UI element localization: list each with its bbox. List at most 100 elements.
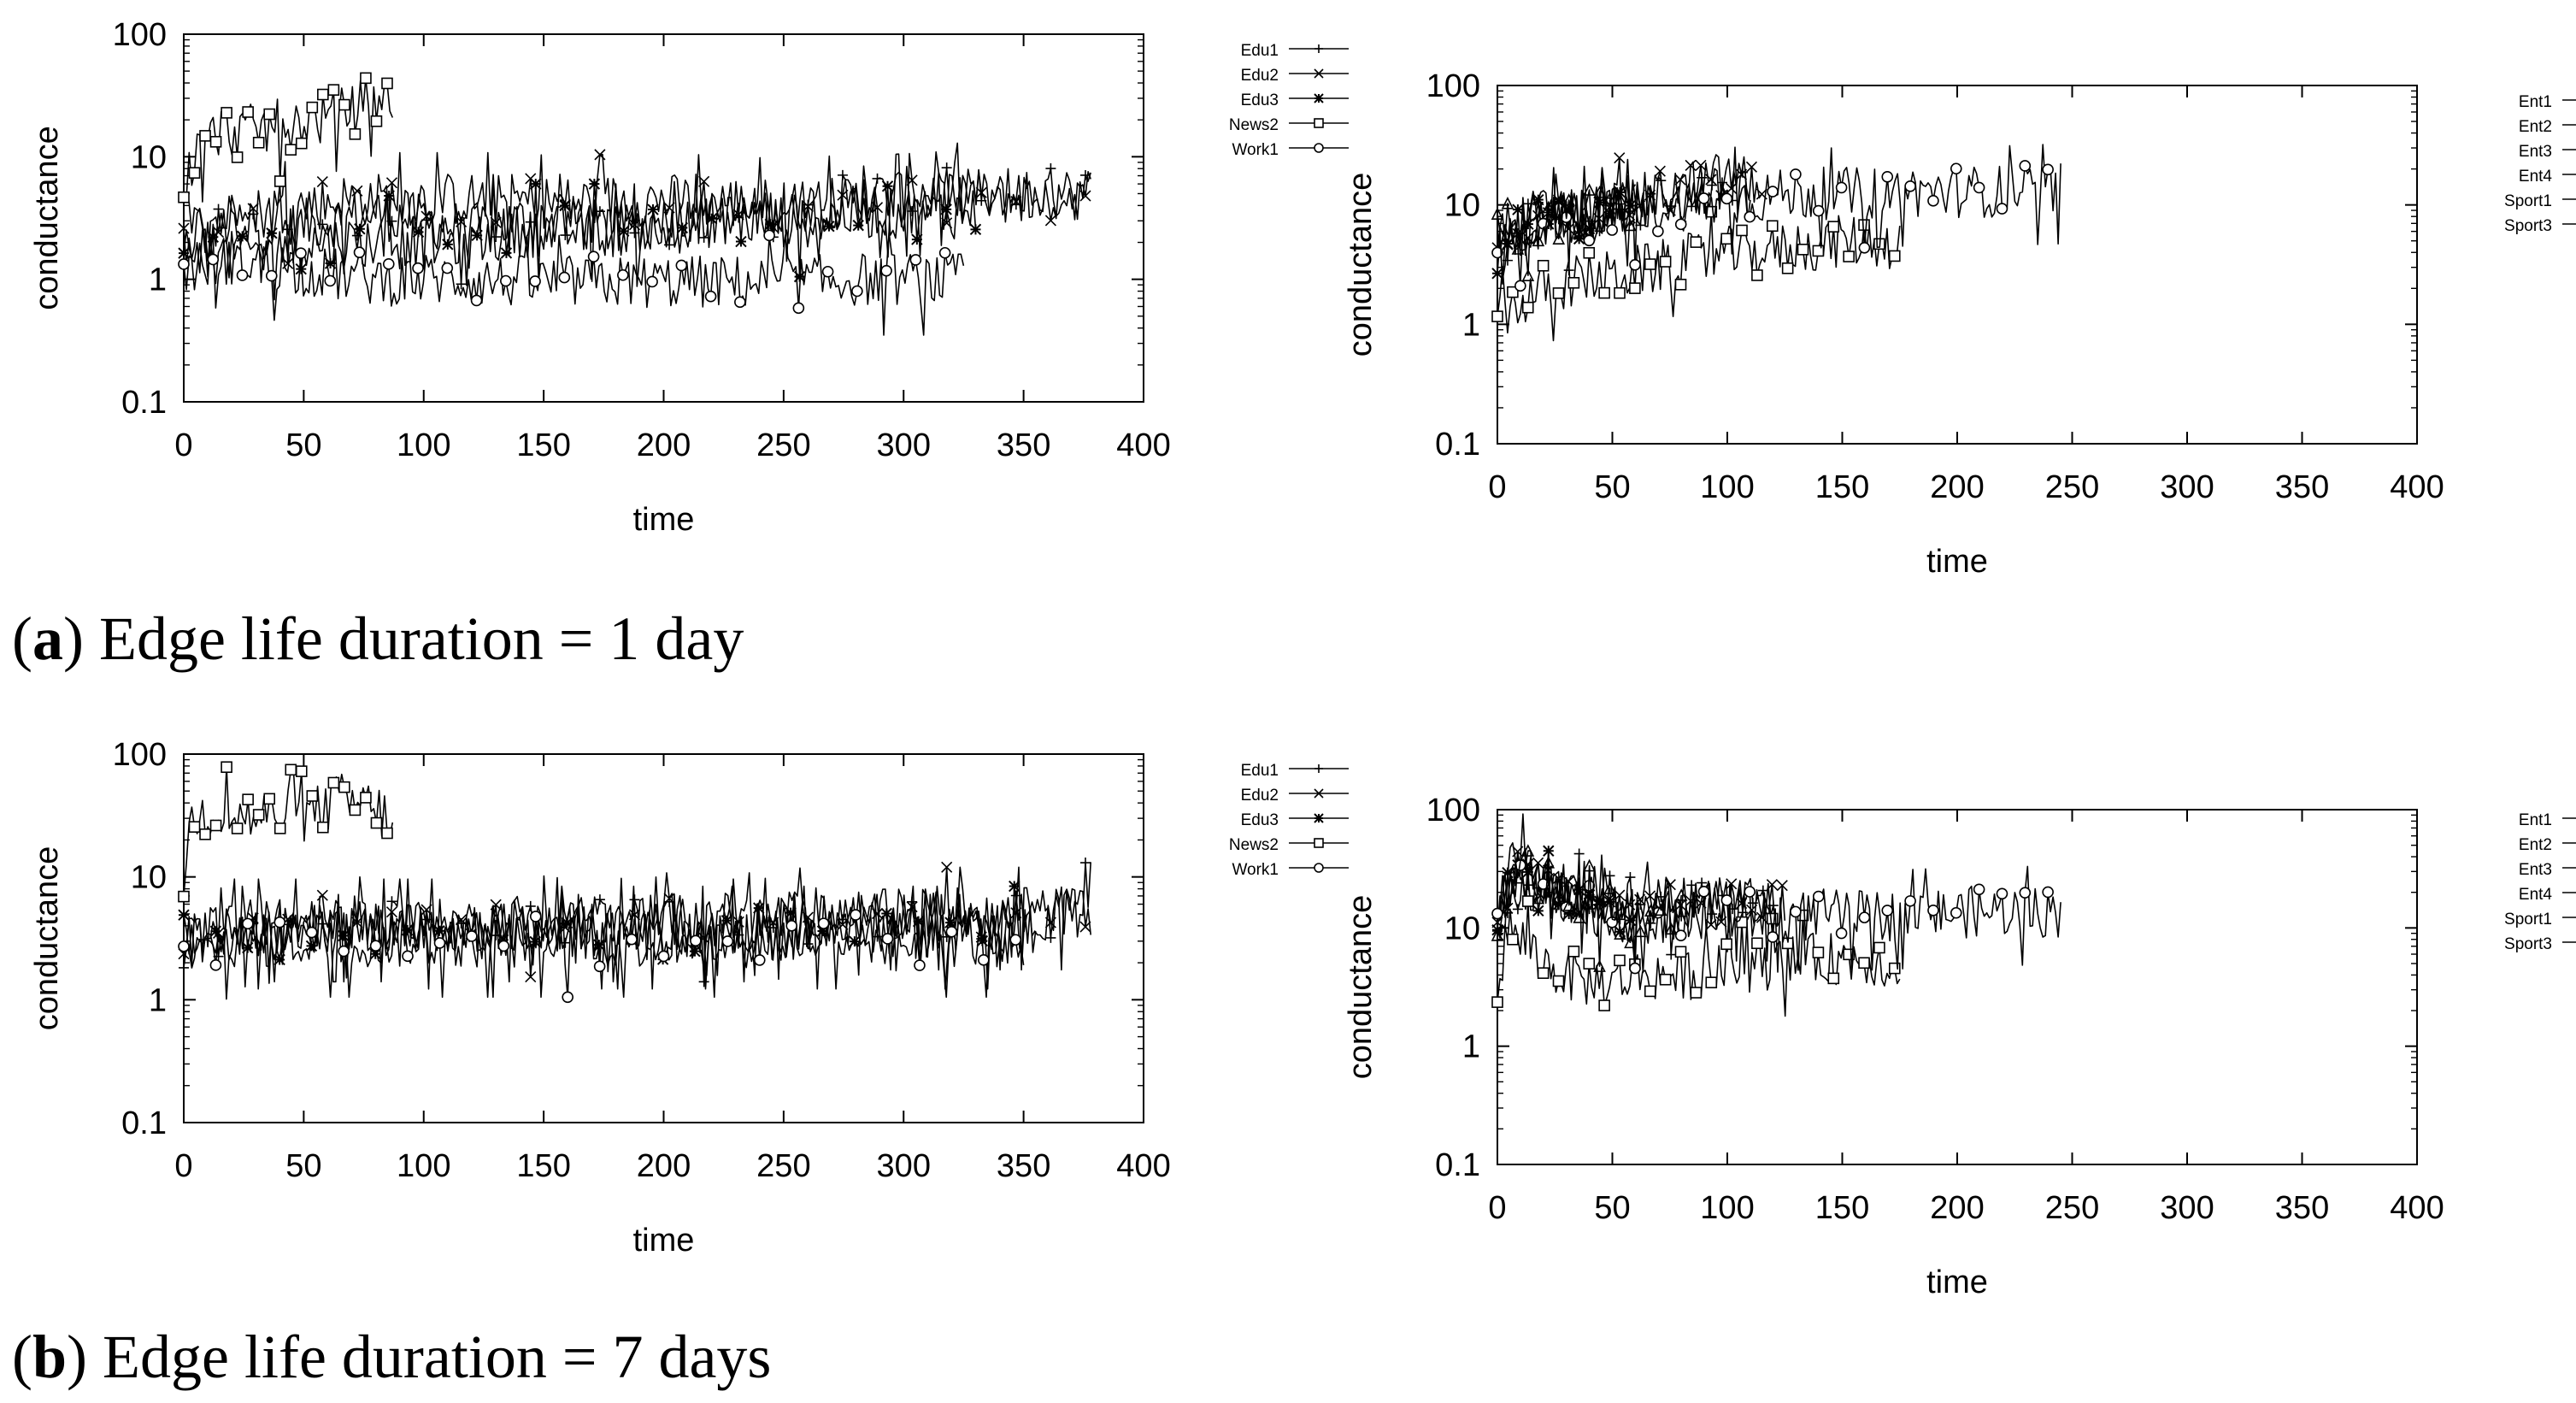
data-point (657, 950, 670, 963)
data-point (247, 203, 259, 215)
data-point (1583, 183, 1596, 196)
data-point (1659, 256, 1672, 268)
x-tick-label: 400 (1116, 427, 1170, 463)
data-point (306, 101, 319, 114)
data-point (412, 226, 425, 239)
data-point (525, 900, 536, 911)
data-point (1491, 268, 1503, 280)
data-point (252, 809, 265, 821)
data-point (1552, 975, 1565, 987)
data-point (338, 945, 350, 958)
data-point (1501, 869, 1514, 882)
data-point (1079, 190, 1091, 202)
data-point (1654, 903, 1667, 917)
legend: Ent1 Ent2 Ent3 Ent4 Sport1 Sport3 (2504, 93, 2576, 235)
data-point (295, 137, 308, 150)
data-point (263, 108, 276, 121)
x-tick-label: 50 (1594, 1190, 1630, 1226)
series-work1 (178, 229, 965, 336)
data-point (2019, 887, 2032, 899)
data-point (587, 251, 600, 262)
data-point (354, 223, 366, 235)
x-tick-label: 250 (2045, 469, 2099, 505)
x-tick-label: 50 (285, 427, 321, 463)
x-tick-label: 400 (2390, 1190, 2444, 1226)
data-point (1873, 941, 1885, 954)
legend-marker (1314, 68, 1324, 79)
caption-b-text: Edge life duration = 7 days (103, 1323, 772, 1391)
x-tick-label: 350 (2275, 1190, 2329, 1226)
data-point (1881, 171, 1894, 183)
data-point (1614, 152, 1626, 164)
data-point (1614, 192, 1626, 205)
data-point (944, 917, 956, 928)
data-point (593, 939, 605, 951)
data-point (1045, 163, 1056, 174)
data-point (912, 915, 925, 928)
data-point (1835, 927, 1848, 940)
legend-label: Edu1 (1241, 762, 1279, 780)
data-point (849, 935, 861, 947)
data-point (704, 290, 717, 303)
data-point (213, 203, 224, 215)
legend-label: Ent1 (2519, 811, 2552, 829)
data-point (1562, 899, 1575, 911)
legend-marker (1314, 764, 1323, 773)
caption-a-text: Edge life duration = 1 day (98, 604, 744, 673)
x-tick-label: 150 (516, 427, 570, 463)
data-point (338, 98, 350, 111)
data-point (1690, 236, 1703, 248)
data-point (1511, 242, 1525, 255)
data-point (802, 200, 814, 213)
data-point (209, 959, 222, 971)
data-point (1644, 985, 1656, 998)
data-point (305, 926, 318, 939)
data-point (1904, 180, 1916, 192)
x-tick-label: 150 (516, 1148, 570, 1184)
data-point (1512, 203, 1524, 215)
data-point (1644, 904, 1657, 917)
data-point (231, 822, 244, 834)
data-point (941, 162, 952, 174)
x-tick-label: 300 (2160, 1190, 2214, 1226)
data-point (628, 219, 641, 231)
data-point (763, 229, 775, 242)
data-point (178, 258, 190, 270)
data-point (560, 937, 571, 948)
data-point (1757, 885, 1768, 896)
series-edu2 (178, 149, 1091, 278)
data-point (1573, 226, 1585, 239)
data-point (273, 175, 286, 187)
data-point (1522, 218, 1534, 230)
data-point (1652, 225, 1664, 238)
caption-a-letter: a (32, 604, 63, 673)
data-point (1009, 880, 1020, 893)
data-point (316, 175, 328, 188)
data-point (1562, 908, 1575, 920)
data-point (969, 223, 982, 236)
series-line (183, 150, 1091, 278)
series-sport3 (1491, 813, 1688, 974)
legend-label: Sport1 (2504, 911, 2552, 928)
data-point (1045, 932, 1056, 943)
data-point (199, 828, 211, 840)
data-point (370, 115, 383, 127)
data-point (1629, 962, 1641, 975)
data-point (306, 790, 319, 802)
data-point (1044, 917, 1056, 928)
data-point (1603, 192, 1616, 204)
y-axis-label: conductance (1343, 173, 1379, 357)
data-point (369, 948, 381, 960)
data-point (1674, 929, 1687, 942)
data-point (793, 270, 806, 283)
data-point (1996, 203, 2008, 215)
data-point (178, 940, 190, 952)
series-line (1497, 182, 1636, 285)
y-tick-label: 0.1 (1435, 427, 1480, 463)
series-work1 (178, 893, 1025, 1004)
data-point (1674, 218, 1687, 231)
data-point (1645, 917, 1656, 928)
data-point (675, 259, 688, 272)
plot-frame (1497, 809, 2418, 1165)
data-point (785, 920, 798, 932)
